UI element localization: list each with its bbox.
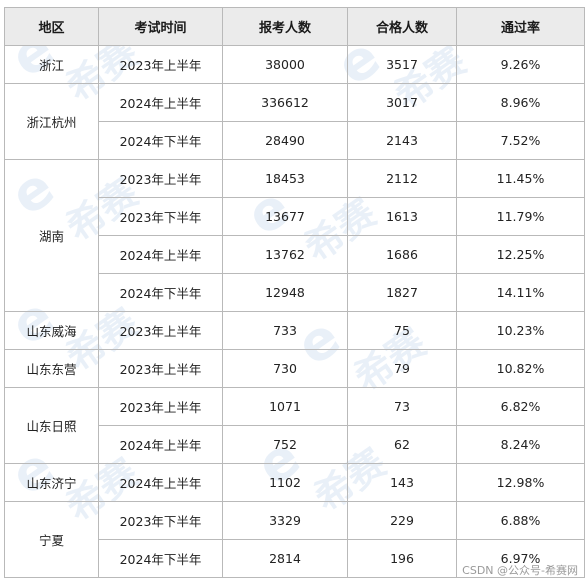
applicants-cell: 2814 (222, 539, 348, 578)
table-row: 2023年下半年 13677 1613 11.79% (5, 197, 585, 236)
pass-rate-cell: 11.45% (456, 159, 585, 198)
applicants-cell: 38000 (222, 45, 348, 84)
table-row: 宁夏 2023年下半年 3329 229 6.88% (4, 501, 585, 578)
applicants-cell: 3329 (222, 501, 348, 540)
passed-cell: 229 (347, 501, 457, 540)
pass-rate-cell: 6.82% (456, 387, 585, 426)
pass-rate-cell: 12.25% (456, 235, 585, 274)
passed-cell: 196 (347, 539, 457, 578)
passed-cell: 73 (347, 387, 457, 426)
passed-cell: 2143 (347, 121, 457, 160)
pass-rate-cell: 10.82% (456, 349, 585, 388)
applicants-cell: 13677 (222, 197, 348, 236)
applicants-cell: 28490 (222, 121, 348, 160)
table-row: 2024年下半年 2814 196 6.97% (5, 539, 585, 578)
region-cell: 浙江 (4, 45, 99, 84)
passed-cell: 79 (347, 349, 457, 388)
table-row: 2024年上半年 752 62 8.24% (5, 425, 585, 464)
applicants-cell: 13762 (222, 235, 348, 274)
pass-rate-cell: 11.79% (456, 197, 585, 236)
pass-rate-cell: 8.24% (456, 425, 585, 464)
table-row: 2024年下半年 12948 1827 14.11% (5, 273, 585, 312)
table-row: 浙江 2023年上半年 38000 3517 9.26% (4, 45, 585, 84)
applicants-cell: 336612 (222, 83, 348, 122)
passed-cell: 143 (347, 463, 457, 502)
table-row: 山东威海 2023年上半年 733 75 10.23% (4, 311, 585, 350)
exam-time-cell: 2023年上半年 (98, 159, 223, 198)
exam-time-cell: 2024年上半年 (98, 425, 223, 464)
exam-time-cell: 2024年上半年 (98, 463, 223, 502)
region-cell: 宁夏 (4, 501, 99, 578)
table-row: 山东日照 2023年上半年 1071 73 6.82% (4, 387, 585, 464)
passed-cell: 62 (347, 425, 457, 464)
applicants-cell: 752 (222, 425, 348, 464)
exam-time-cell: 2024年下半年 (98, 273, 223, 312)
table-row: 山东东营 2023年上半年 730 79 10.82% (4, 349, 585, 388)
header-row: 地区 考试时间 报考人数 合格人数 通过率 (4, 7, 585, 46)
applicants-cell: 1071 (222, 387, 348, 426)
header-region: 地区 (4, 7, 99, 46)
header-exam-time: 考试时间 (98, 7, 223, 46)
header-passed: 合格人数 (347, 7, 457, 46)
exam-time-cell: 2023年上半年 (98, 311, 223, 350)
pass-rate-cell: 14.11% (456, 273, 585, 312)
region-cell: 山东威海 (4, 311, 99, 350)
pass-rate-cell: 10.23% (456, 311, 585, 350)
table-row: 湖南 2023年上半年 18453 2112 11.45% (4, 159, 585, 312)
passed-cell: 1827 (347, 273, 457, 312)
exam-time-cell: 2023年上半年 (98, 387, 223, 426)
exam-time-cell: 2023年上半年 (98, 349, 223, 388)
table-container: 地区 考试时间 报考人数 合格人数 通过率 浙江 2023年上半年 38000 … (4, 7, 585, 578)
header-pass-rate: 通过率 (456, 7, 585, 46)
exam-pass-rate-table: 地区 考试时间 报考人数 合格人数 通过率 浙江 2023年上半年 38000 … (4, 7, 585, 578)
pass-rate-cell: 6.97% (456, 539, 585, 578)
pass-rate-cell: 6.88% (456, 501, 585, 540)
passed-cell: 1686 (347, 235, 457, 274)
passed-cell: 2112 (347, 159, 457, 198)
pass-rate-cell: 7.52% (456, 121, 585, 160)
exam-time-cell: 2024年上半年 (98, 235, 223, 274)
pass-rate-cell: 8.96% (456, 83, 585, 122)
header-applicants: 报考人数 (222, 7, 348, 46)
region-cell: 湖南 (4, 159, 99, 312)
passed-cell: 75 (347, 311, 457, 350)
footer-credit: CSDN @公众号-希赛网 (462, 564, 578, 577)
applicants-cell: 733 (222, 311, 348, 350)
region-cell: 浙江杭州 (4, 83, 99, 160)
applicants-cell: 18453 (222, 159, 348, 198)
exam-time-cell: 2024年下半年 (98, 539, 223, 578)
pass-rate-cell: 9.26% (456, 45, 585, 84)
region-cell: 山东济宁 (4, 463, 99, 502)
applicants-cell: 730 (222, 349, 348, 388)
exam-time-cell: 2023年下半年 (98, 501, 223, 540)
applicants-cell: 12948 (222, 273, 348, 312)
applicants-cell: 1102 (222, 463, 348, 502)
pass-rate-cell: 12.98% (456, 463, 585, 502)
table-row: 山东济宁 2024年上半年 1102 143 12.98% (4, 463, 585, 502)
passed-cell: 3517 (347, 45, 457, 84)
exam-time-cell: 2023年下半年 (98, 197, 223, 236)
table-row: 浙江杭州 2024年上半年 336612 3017 8.96% (4, 83, 585, 160)
exam-time-cell: 2024年下半年 (98, 121, 223, 160)
region-cell: 山东东营 (4, 349, 99, 388)
exam-time-cell: 2024年上半年 (98, 83, 223, 122)
table-row: 2024年下半年 28490 2143 7.52% (5, 121, 585, 160)
exam-time-cell: 2023年上半年 (98, 45, 223, 84)
passed-cell: 1613 (347, 197, 457, 236)
region-cell: 山东日照 (4, 387, 99, 464)
table-row: 2024年上半年 13762 1686 12.25% (5, 235, 585, 274)
passed-cell: 3017 (347, 83, 457, 122)
